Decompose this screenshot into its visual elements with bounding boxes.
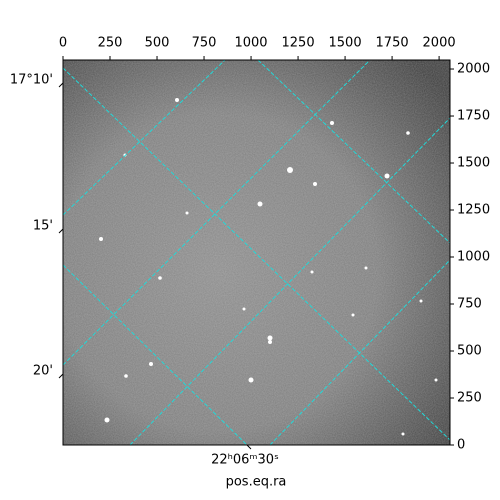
frame [62, 59, 451, 446]
y-tick-label: 1750 [457, 109, 490, 124]
x-tick-label: 1000 [234, 36, 267, 51]
dec-tick-label: 15' [33, 219, 53, 234]
y-tick-label: 0 [457, 438, 465, 453]
grid [63, 60, 450, 445]
x-tick-label: 250 [98, 36, 123, 51]
grid-line [63, 60, 371, 366]
x-tick-label: 0 [59, 36, 67, 51]
ra-tick-label: 22ʰ06ᵐ30ˢ [211, 453, 279, 468]
grid-line [63, 67, 450, 441]
dec-tick [58, 228, 64, 234]
y-tick-label: 250 [457, 391, 482, 406]
x-tick-label: 500 [145, 36, 170, 51]
dec-tick [58, 373, 64, 379]
grid-line [63, 60, 226, 216]
x-axis-label: pos.eq.ra [226, 475, 287, 490]
grid-line [269, 259, 450, 445]
y-tick-label: 500 [457, 344, 482, 359]
x-tick-label: 1750 [376, 36, 409, 51]
x-tick-label: 1500 [329, 36, 362, 51]
x-tick-label: 750 [192, 36, 217, 51]
ra-tick [246, 444, 252, 450]
sky-image [63, 60, 450, 445]
grid-line [63, 264, 248, 445]
grid-line [257, 60, 450, 244]
grid-line [129, 117, 450, 445]
x-tick-label: 2000 [423, 36, 456, 51]
dec-tick-label: 20' [33, 364, 53, 379]
y-tick-label: 1500 [457, 156, 490, 171]
y-tick-label: 1250 [457, 203, 490, 218]
y-tick-label: 1000 [457, 250, 490, 265]
dec-tick [58, 82, 64, 88]
x-tick-label: 1250 [282, 36, 315, 51]
y-tick-label: 750 [457, 297, 482, 312]
y-tick-label: 2000 [457, 62, 490, 77]
dec-tick-label: 17°10' [10, 73, 53, 88]
